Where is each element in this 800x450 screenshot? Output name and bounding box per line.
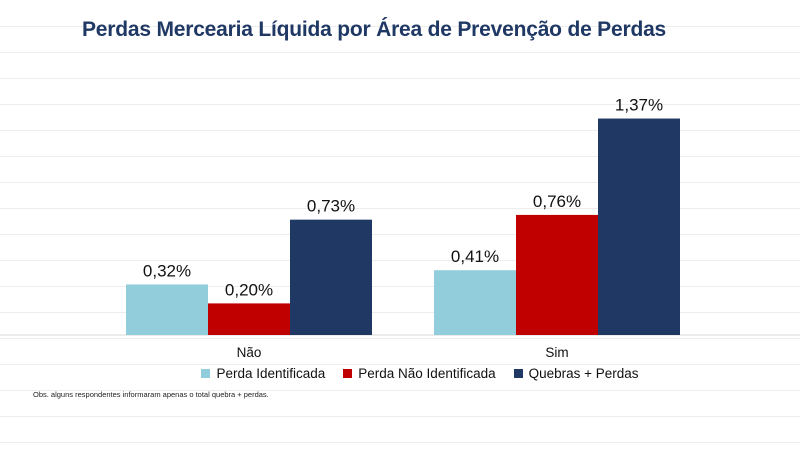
bar-1-0 [434,270,516,335]
legend-item-perda-identificada: Perda Identificada [201,366,325,381]
legend-label: Perda Não Identificada [358,366,496,381]
chart-title: Perdas Mercearia Líquida por Área de Pre… [81,18,667,41]
legend-label: Perda Identificada [216,366,326,381]
bar-1-2 [598,118,680,335]
legend-item-quebras-perdas: Quebras + Perdas [513,366,639,381]
chart-legend: Perda Identificada Perda Não Identificad… [0,366,800,381]
legend-label: Quebras + Perdas [528,366,639,381]
bar-0-1 [208,303,290,335]
footnote: Obs. alguns respondentes informaram apen… [33,390,269,399]
legend-item-perda-nao-identificada: Perda Não Identificada [343,366,496,381]
data-label: 0,73% [307,197,355,216]
bar-0-0 [126,284,208,335]
category-label: Não [237,345,262,360]
data-label: 0,76% [533,192,581,211]
bar-0-2 [290,219,372,335]
data-label: 0,32% [143,261,191,280]
category-label: Sim [545,345,568,360]
legend-swatch [343,369,353,378]
legend-swatch [513,369,523,378]
data-label: 0,20% [225,280,273,299]
legend-swatch [201,369,211,378]
data-label: 1,37% [615,96,663,115]
data-label: 0,41% [451,247,499,266]
bar-1-1 [516,214,598,335]
